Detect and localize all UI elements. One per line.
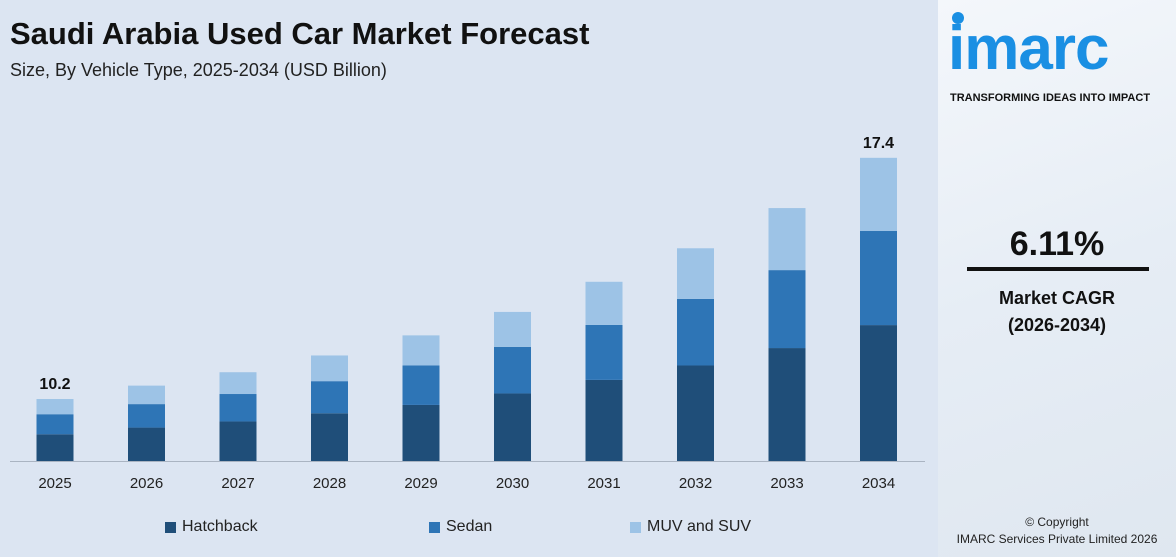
- bar-muv-and-suv-2031: [585, 281, 623, 325]
- bar-muv-and-suv-2027: [219, 372, 257, 395]
- legend-label: Hatchback: [182, 518, 258, 535]
- legend-label: MUV and SUV: [647, 518, 752, 535]
- legend-swatch: [429, 521, 440, 533]
- imarc-logo: imarc: [948, 14, 1109, 83]
- bar-hatchback-2028: [311, 413, 348, 461]
- stacked-bar-chart: 2025 10.2 2026 2027 2028 2029 2030 2031 2032 2033…: [10, 135, 925, 492]
- bar-hatchback-2034: [860, 325, 897, 461]
- cagr-title: Market CAGR: [998, 288, 1116, 308]
- bar-sedan-2031: [585, 324, 623, 380]
- bar-muv-and-suv-2029: [402, 335, 440, 366]
- legend-hatchback: Hatchback: [165, 518, 258, 536]
- bar-sedan-2026: [128, 404, 165, 428]
- divider: [967, 267, 1149, 271]
- company-name: IMARC Services Private Limited 2026: [956, 532, 1158, 546]
- logo-dot: [952, 12, 964, 24]
- bar-sedan-2033: [768, 270, 806, 349]
- bar-sedan-2030: [494, 346, 531, 394]
- x-tick-label: 2026: [130, 475, 163, 492]
- legend-swatch: [165, 521, 176, 533]
- x-tick-label: 2028: [313, 475, 346, 492]
- bar-hatchback-2030: [494, 393, 531, 461]
- chart-subtitle: Size, By Vehicle Type, 2025-2034 (USD Bi…: [10, 60, 387, 80]
- bar-muv-and-suv-2034: [860, 157, 897, 232]
- bar-hatchback-2026: [128, 427, 165, 461]
- copyright-line: © Copyright: [1025, 515, 1089, 529]
- bar-hatchback-2025: [36, 434, 74, 461]
- chart-title: Saudi Arabia Used Car Market Forecast: [10, 16, 590, 51]
- side-panel: [938, 0, 1176, 557]
- bar-hatchback-2029: [402, 404, 440, 461]
- x-tick-label: 2025: [38, 475, 71, 492]
- data-label: 10.2: [39, 376, 70, 393]
- bar-sedan-2025: [36, 414, 74, 435]
- bar-sedan-2032: [677, 298, 714, 366]
- bar-muv-and-suv-2025: [36, 399, 74, 415]
- x-tick-label: 2030: [496, 475, 529, 492]
- x-tick-label: 2032: [679, 475, 712, 492]
- x-tick-label: 2027: [221, 475, 254, 492]
- bar-sedan-2027: [219, 394, 257, 422]
- legend-swatch: [630, 521, 641, 533]
- cagr-period: (2026-2034): [1007, 315, 1107, 335]
- bar-sedan-2028: [311, 381, 348, 414]
- legend-label: Sedan: [446, 518, 493, 535]
- bar-sedan-2034: [860, 231, 897, 326]
- bar-muv-and-suv-2026: [128, 385, 165, 405]
- bar-hatchback-2031: [585, 379, 623, 461]
- bar-muv-and-suv-2028: [311, 355, 348, 382]
- x-tick-label: 2034: [862, 475, 895, 492]
- x-tick-label: 2033: [770, 475, 803, 492]
- cagr-value: 6.11%: [1009, 225, 1105, 263]
- data-label: 17.4: [863, 135, 894, 152]
- bar-muv-and-suv-2032: [677, 248, 714, 299]
- x-tick-label: 2031: [587, 475, 620, 492]
- bar-hatchback-2027: [219, 421, 257, 461]
- x-tick-label: 2029: [404, 475, 437, 492]
- legend-muv-suv: MUV and SUV: [630, 518, 751, 536]
- bar-hatchback-2033: [768, 348, 806, 461]
- bar-muv-and-suv-2030: [494, 311, 531, 347]
- bar-muv-and-suv-2033: [768, 208, 806, 271]
- legend-sedan: Sedan: [429, 518, 492, 536]
- cagr-label: Market CAGR (2026-2034): [938, 285, 1176, 339]
- bar-sedan-2029: [402, 365, 440, 405]
- copyright: © Copyright IMARC Services Private Limite…: [938, 514, 1176, 548]
- bar-hatchback-2032: [677, 365, 714, 461]
- logo-tagline: TRANSFORMING IDEAS INTO IMPACT: [950, 92, 1151, 104]
